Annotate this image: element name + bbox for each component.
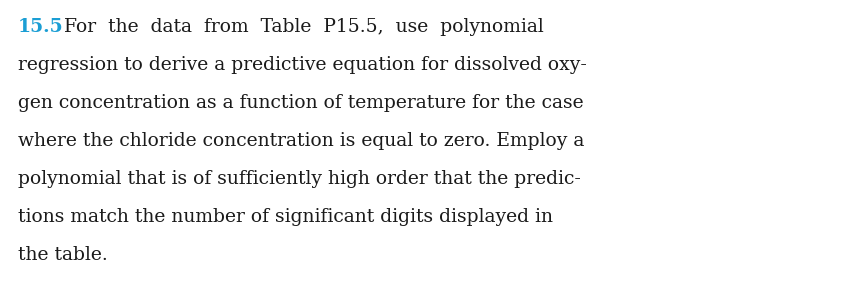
Text: regression to derive a predictive equation for dissolved oxy-: regression to derive a predictive equati… <box>18 56 587 74</box>
Text: tions match the number of significant digits displayed in: tions match the number of significant di… <box>18 208 553 226</box>
Text: the table.: the table. <box>18 246 108 264</box>
Text: gen concentration as a function of temperature for the case: gen concentration as a function of tempe… <box>18 94 584 112</box>
Text: 15.5: 15.5 <box>18 18 64 36</box>
Text: where the chloride concentration is equal to zero. Employ a: where the chloride concentration is equa… <box>18 132 585 150</box>
Text: For  the  data  from  Table  P15.5,  use  polynomial: For the data from Table P15.5, use polyn… <box>58 18 544 36</box>
Text: polynomial that is of sufficiently high order that the predic-: polynomial that is of sufficiently high … <box>18 170 580 188</box>
